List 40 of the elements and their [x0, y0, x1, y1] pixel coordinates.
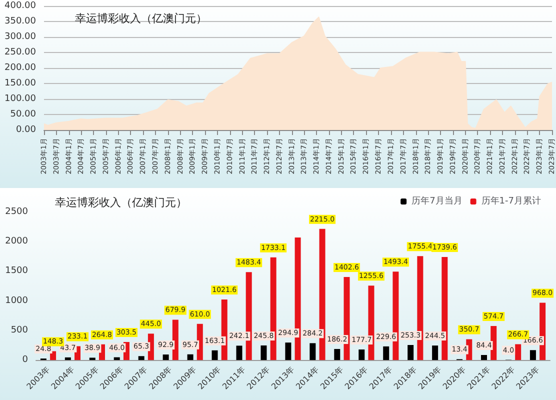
- bar: [172, 320, 178, 360]
- y-tick-label: 0.00: [16, 125, 36, 135]
- bar: [515, 344, 522, 360]
- y-tick-label: 150.00: [4, 78, 36, 88]
- bar: [408, 345, 414, 360]
- y-tick-label: 100.00: [4, 94, 36, 104]
- bar: [432, 346, 438, 360]
- bar: [260, 345, 267, 360]
- bar: [212, 350, 218, 360]
- chart-title: 幸运博彩收入（亿澳门元）: [55, 196, 187, 209]
- bar: [481, 355, 488, 360]
- bar: [285, 342, 292, 360]
- bar: [530, 350, 536, 360]
- bar: [162, 354, 169, 360]
- y-tick-label: 300.00: [4, 32, 36, 42]
- y-tick-label: 2000: [5, 236, 28, 247]
- y-tick-label: 50.00: [10, 110, 36, 120]
- bar: [383, 346, 390, 360]
- bar: [64, 357, 71, 360]
- y-tick-label: 400.00: [4, 1, 36, 11]
- y-tick-label: 250.00: [4, 48, 36, 58]
- bar: [114, 357, 120, 360]
- legend-label: 历年1-7月累计: [481, 196, 542, 206]
- y-tick-label: 500: [10, 325, 28, 336]
- bar: [334, 348, 340, 360]
- bar: [358, 349, 365, 360]
- bar: [187, 354, 194, 360]
- y-tick-label: 350.00: [4, 16, 36, 26]
- bar: [50, 351, 56, 360]
- y-tick-label: 2500: [5, 207, 28, 217]
- y-tick-label: 1000: [5, 296, 28, 306]
- y-tick-label: 1500: [5, 266, 28, 276]
- bar: [138, 356, 144, 360]
- bar: [196, 324, 203, 360]
- y-tick-label: 0: [22, 355, 28, 365]
- bar: [236, 346, 242, 360]
- bar: [310, 343, 316, 360]
- text: 幸运博彩收入（亿澳门元）: [75, 12, 207, 25]
- legend-label: 历年7月当月: [412, 196, 462, 206]
- y-tick-label: 200.00: [4, 63, 36, 73]
